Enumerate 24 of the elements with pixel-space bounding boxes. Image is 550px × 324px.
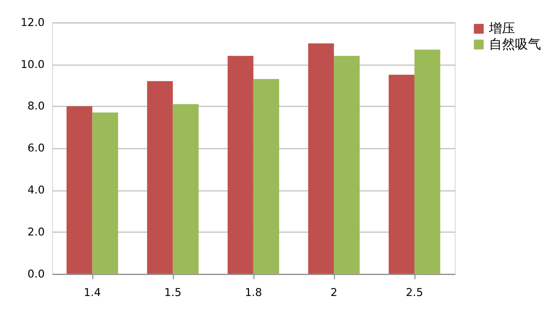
y-tick-label: 8.0	[28, 100, 45, 113]
x-tick-label: 1.5	[164, 286, 182, 299]
bar	[414, 50, 440, 274]
bar	[66, 106, 92, 274]
y-tick-label: 6.0	[28, 142, 45, 155]
bar	[334, 56, 360, 274]
bar	[147, 81, 173, 274]
x-tick-label: 1.4	[84, 286, 102, 299]
bar	[388, 74, 414, 274]
legend-label: 自然吸气	[489, 37, 542, 52]
y-tick-label: 2.0	[28, 225, 45, 238]
x-tick-label: 2	[330, 286, 338, 299]
bar	[172, 104, 199, 274]
y-tick-label: 12.0	[20, 16, 45, 29]
y-tick-label: 10.0	[20, 58, 45, 71]
bar	[308, 43, 334, 274]
bar	[253, 78, 280, 274]
bar	[92, 112, 118, 274]
x-tick-label: 2.5	[406, 286, 424, 299]
y-tick-label: 0.0	[28, 267, 45, 280]
y-tick-label: 4.0	[28, 183, 45, 196]
bar	[228, 56, 254, 274]
legend-label: 增压	[488, 22, 516, 37]
x-tick-label: 1.8	[244, 286, 262, 299]
